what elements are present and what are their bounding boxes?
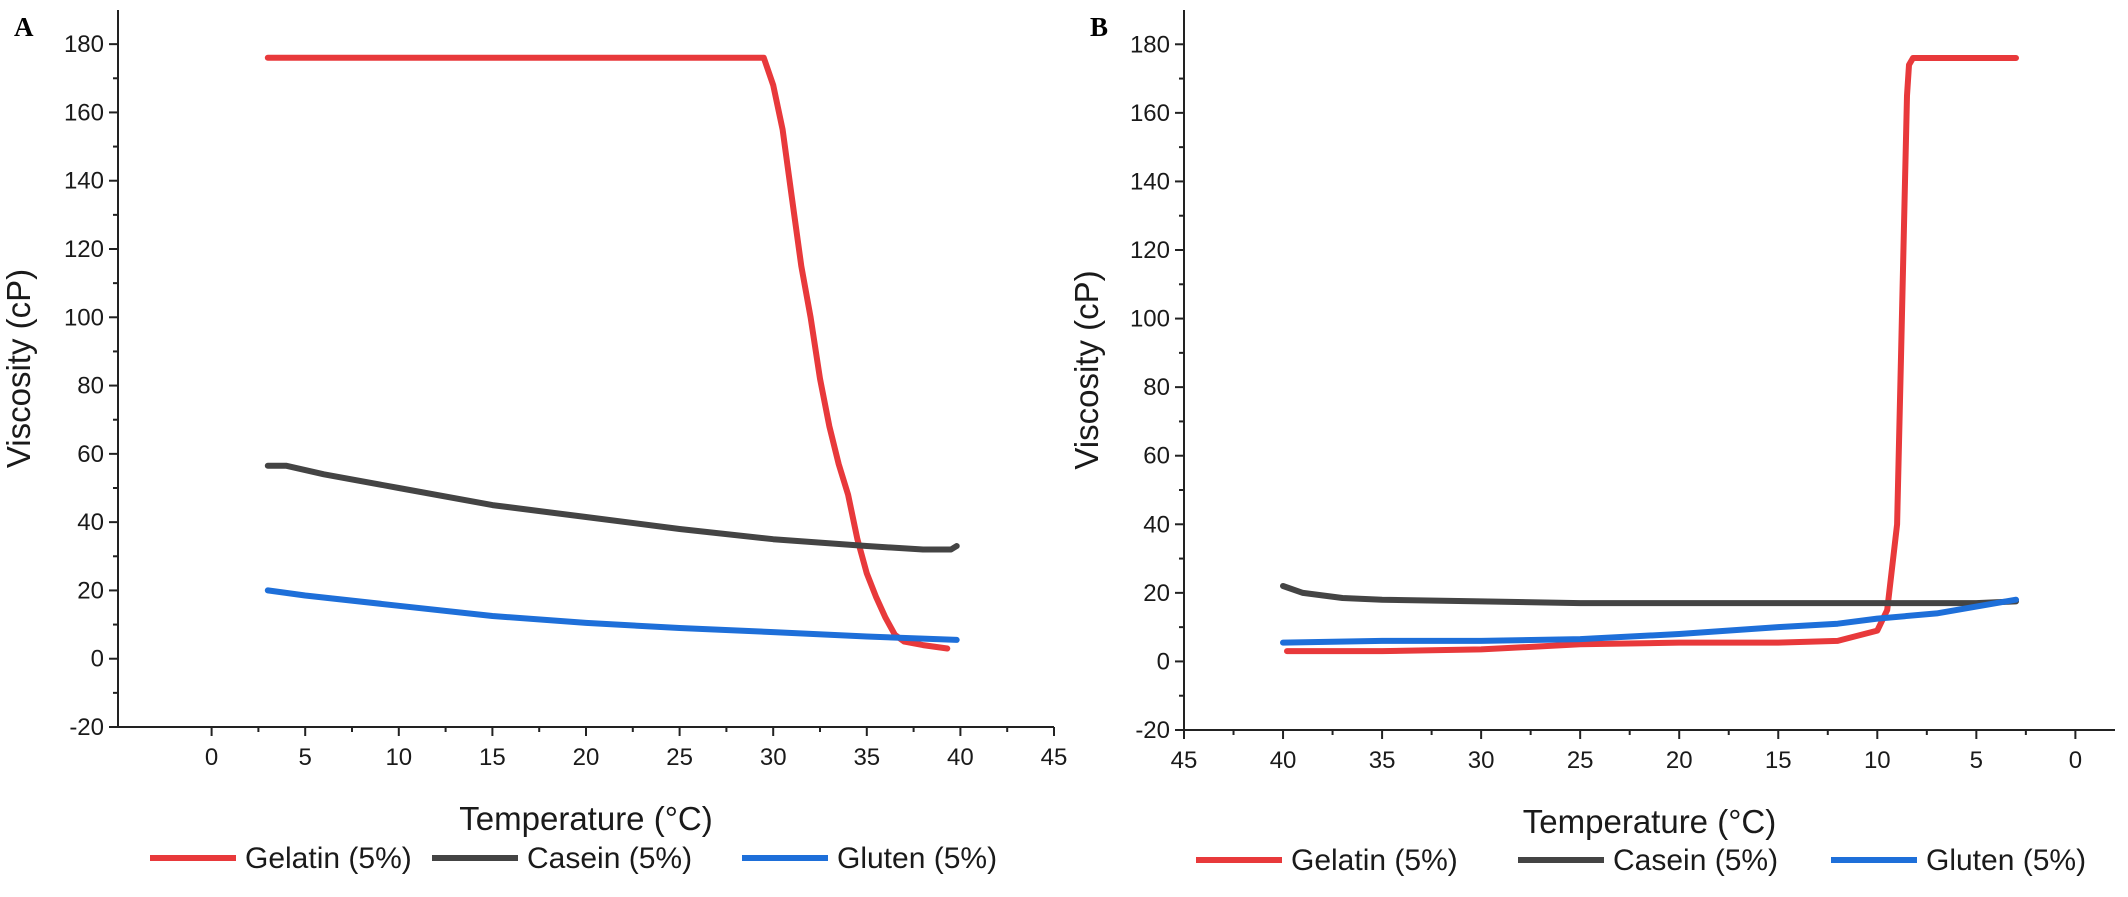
- y-tick-label: 140: [1130, 168, 1170, 195]
- legend-label: Gluten (5%): [1926, 844, 2086, 877]
- y-tick-label: 20: [1143, 580, 1170, 607]
- series-line-gluten: [1280, 596, 2019, 646]
- legend-label: Casein (5%): [1613, 844, 1778, 877]
- x-tick-label: 40: [947, 744, 974, 771]
- x-tick-label: 5: [299, 744, 312, 771]
- y-tick-label: 0: [1157, 648, 1170, 675]
- y-tick-label: 80: [77, 373, 104, 400]
- x-tick-label: 45: [1171, 747, 1198, 774]
- y-tick-label: 100: [1130, 306, 1170, 333]
- legend-label: Gelatin (5%): [1291, 844, 1458, 877]
- panel-label: A: [14, 12, 34, 42]
- x-tick-label: 20: [1666, 747, 1693, 774]
- y-tick-label: 160: [1130, 100, 1170, 127]
- x-tick-label: 0: [2069, 747, 2082, 774]
- x-axis-title: Temperature (°C): [1523, 803, 1776, 840]
- x-tick-label: 35: [853, 744, 880, 771]
- y-tick-label: 160: [64, 99, 104, 126]
- legend-label: Gluten (5%): [837, 842, 997, 875]
- y-tick-label: 100: [64, 304, 104, 331]
- y-axis-title: Viscosity (cP): [1068, 270, 1105, 469]
- y-tick-label: 40: [1143, 511, 1170, 538]
- y-tick-label: 120: [64, 236, 104, 263]
- x-tick-label: 30: [760, 744, 787, 771]
- x-tick-label: 5: [1970, 747, 1983, 774]
- x-tick-label: 35: [1369, 747, 1396, 774]
- legend-label: Gelatin (5%): [245, 842, 412, 875]
- chart-panel-a: A -20 0 20 40 60 80 100 120 140 160 180 0 5 10 15 20 25 30…: [0, 10, 1067, 875]
- series-line-gluten: [264, 587, 960, 643]
- x-tick-label: 0: [205, 744, 218, 771]
- x-tick-label: 15: [479, 744, 506, 771]
- x-tick-label: 40: [1270, 747, 1297, 774]
- x-tick-label: 15: [1765, 747, 1792, 774]
- x-tick-label: 10: [385, 744, 412, 771]
- legend-label: Casein (5%): [527, 842, 692, 875]
- series-line-casein: [1280, 583, 2019, 607]
- panel-label: B: [1090, 12, 1108, 42]
- y-tick-label: 180: [1130, 31, 1170, 58]
- y-tick-label: 140: [64, 168, 104, 195]
- x-tick-label: 30: [1468, 747, 1495, 774]
- x-tick-label: 25: [1567, 747, 1594, 774]
- x-axis-title: Temperature (°C): [459, 800, 712, 837]
- x-tick-label: 20: [573, 744, 600, 771]
- x-tick-label: 25: [666, 744, 693, 771]
- y-tick-label: -20: [69, 714, 104, 741]
- x-tick-label: 10: [1864, 747, 1891, 774]
- series-line-gelatin: [264, 54, 951, 652]
- y-tick-label: 60: [77, 441, 104, 468]
- y-tick-label: 0: [91, 646, 104, 673]
- y-tick-label: 40: [77, 509, 104, 536]
- y-axis-title: Viscosity (cP): [0, 269, 37, 468]
- series-line-gelatin: [1284, 55, 2019, 655]
- x-tick-label: 45: [1041, 744, 1068, 771]
- y-tick-label: 180: [64, 31, 104, 58]
- y-tick-label: 120: [1130, 237, 1170, 264]
- y-tick-label: 20: [77, 577, 104, 604]
- y-tick-label: 60: [1143, 443, 1170, 470]
- series-line-casein: [264, 462, 960, 553]
- y-tick-label: -20: [1135, 717, 1170, 744]
- y-tick-label: 80: [1143, 374, 1170, 401]
